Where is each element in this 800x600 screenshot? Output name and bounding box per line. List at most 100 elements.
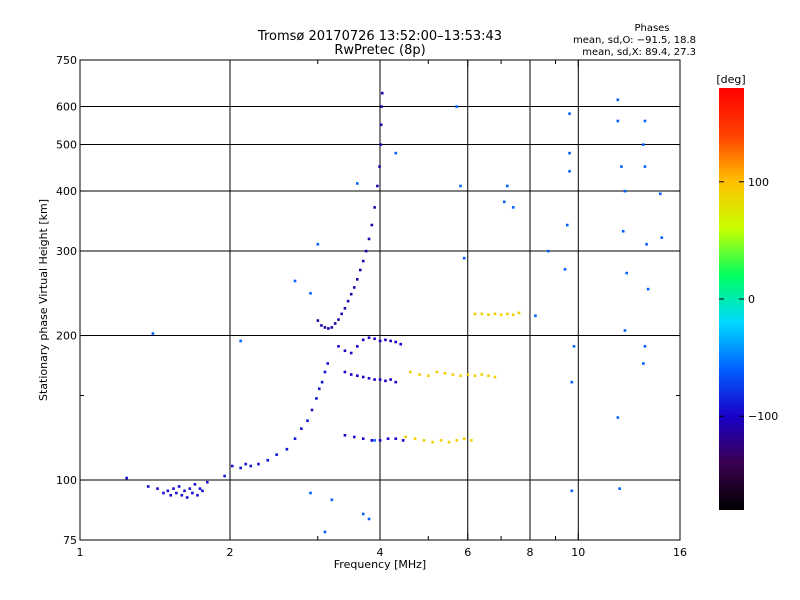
- data-point: [373, 206, 376, 209]
- data-point: [616, 119, 620, 123]
- data-point: [183, 489, 186, 493]
- data-point: [376, 184, 379, 188]
- data-point: [367, 517, 371, 521]
- data-point: [355, 278, 359, 281]
- data-point: [462, 437, 466, 440]
- data-point: [618, 487, 621, 490]
- data-point: [473, 374, 477, 378]
- data-point: [517, 311, 521, 315]
- data-point: [352, 435, 356, 439]
- x-tick-label: 10: [571, 546, 585, 559]
- data-point: [455, 439, 459, 442]
- data-point: [230, 464, 234, 468]
- data-point: [435, 370, 439, 374]
- x-tick-label: 1: [77, 546, 84, 559]
- data-points: [125, 91, 664, 534]
- data-point: [379, 123, 383, 127]
- data-point: [180, 493, 184, 497]
- data-point: [343, 349, 347, 353]
- data-point: [459, 184, 462, 188]
- data-point: [323, 370, 327, 374]
- data-point: [373, 337, 376, 341]
- data-point: [257, 462, 260, 466]
- data-point: [188, 487, 192, 490]
- data-point: [470, 439, 473, 442]
- data-point: [462, 256, 466, 260]
- data-point: [349, 292, 353, 296]
- data-point: [427, 374, 430, 378]
- data-point: [361, 375, 365, 379]
- data-point: [568, 169, 571, 173]
- data-point: [373, 378, 376, 381]
- colorbar-label: [deg]: [716, 73, 745, 86]
- data-point: [323, 326, 327, 329]
- data-point: [293, 279, 297, 283]
- data-point: [239, 466, 242, 470]
- data-point: [643, 165, 647, 168]
- data-point: [364, 249, 368, 253]
- data-point: [172, 487, 175, 490]
- data-point: [493, 375, 497, 379]
- data-point: [493, 312, 497, 316]
- data-point: [384, 379, 387, 383]
- data-point: [643, 119, 647, 123]
- data-point: [198, 487, 202, 490]
- data-point: [320, 380, 324, 384]
- data-point: [337, 318, 340, 321]
- stats-heading: Phases: [634, 23, 669, 34]
- x-tick-label: 2: [227, 546, 234, 559]
- y-axis-label: Stationary phase Virtual Height [km]: [37, 199, 50, 401]
- data-point: [317, 387, 321, 391]
- data-point: [373, 439, 376, 442]
- data-point: [413, 437, 417, 440]
- y-tick-label: 750: [56, 54, 77, 67]
- data-point: [193, 483, 197, 486]
- data-point: [244, 462, 248, 466]
- data-point: [355, 182, 359, 185]
- data-point: [625, 271, 628, 275]
- data-point: [330, 326, 334, 329]
- data-point: [367, 237, 371, 241]
- data-point: [355, 374, 359, 378]
- data-point: [502, 200, 506, 204]
- data-point: [367, 376, 371, 380]
- data-point: [285, 447, 289, 451]
- data-point: [534, 314, 537, 318]
- data-point: [378, 439, 382, 442]
- data-point: [409, 370, 412, 374]
- y-tick-label: 400: [56, 185, 77, 198]
- y-tick-label: 600: [56, 101, 77, 114]
- y-tick-label: 200: [56, 330, 77, 343]
- colorbar-tick-label: 0: [748, 293, 755, 306]
- data-point: [315, 397, 318, 400]
- data-point: [642, 362, 645, 365]
- data-point: [349, 351, 353, 355]
- data-point: [378, 339, 382, 343]
- data-point: [455, 105, 459, 108]
- stats-line-x: mean, sd,X: 89.4, 27.3: [582, 47, 696, 58]
- data-point: [443, 371, 447, 375]
- y-tick-label: 300: [56, 245, 77, 258]
- data-point: [439, 439, 443, 442]
- data-point: [643, 345, 647, 348]
- data-point: [352, 286, 356, 289]
- data-point: [196, 493, 199, 497]
- data-point: [340, 312, 344, 316]
- data-point: [306, 419, 309, 422]
- data-point: [355, 345, 359, 348]
- data-point: [621, 229, 625, 233]
- data-point: [330, 498, 334, 502]
- data-point: [394, 437, 398, 440]
- chart-title: Tromsø 20170726 13:52:00–13:53:43: [257, 29, 502, 44]
- data-point: [309, 491, 312, 495]
- data-point: [316, 319, 320, 322]
- stats-line-o: mean, sd,O: −91.5, 18.8: [573, 35, 696, 46]
- data-point: [343, 370, 347, 374]
- data-point: [480, 312, 484, 316]
- data-point: [399, 342, 403, 346]
- data-point: [660, 236, 664, 239]
- data-point: [505, 184, 509, 188]
- data-point: [623, 329, 627, 332]
- data-point: [386, 437, 390, 440]
- data-point: [151, 332, 155, 335]
